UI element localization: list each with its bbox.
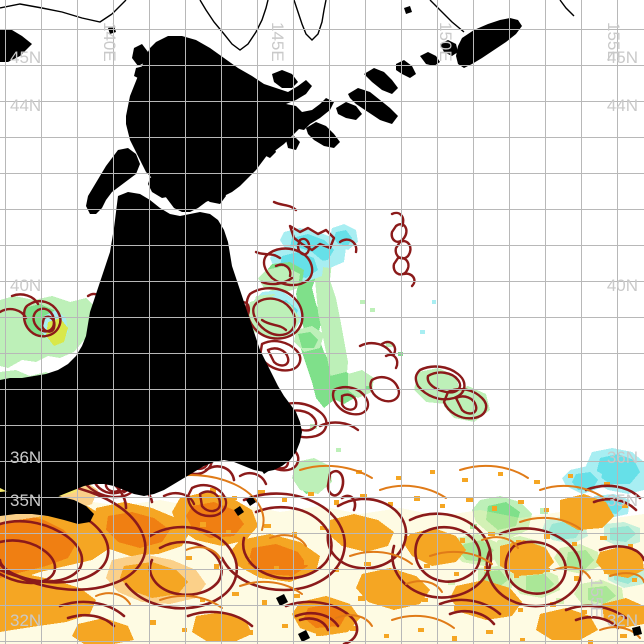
grid-line-horizontal: [0, 65, 644, 66]
grid-line-vertical: [185, 0, 186, 644]
land-paramushir: [456, 18, 522, 68]
land-sado: [86, 326, 102, 346]
land-islet-4: [298, 630, 310, 642]
grid-line-vertical: [401, 0, 402, 644]
grid-line-vertical: [365, 0, 366, 644]
grid-line-vertical: [149, 0, 150, 644]
land-kuril-2: [306, 122, 340, 148]
grid-line-horizontal: [0, 245, 644, 246]
land-islet-3: [240, 424, 250, 434]
land-shiretoko: [272, 70, 298, 88]
land-kii-shikoku: [0, 490, 94, 524]
grid-line-horizontal: [0, 569, 644, 570]
land-hokkaido: [126, 36, 334, 212]
grid-line-horizontal: [0, 101, 644, 102]
grid-line-vertical: [581, 0, 582, 644]
grid-line-horizontal: [0, 641, 644, 642]
land-rishiri: [132, 44, 148, 66]
grid-line-horizontal: [0, 533, 644, 534]
land-kuril-4: [348, 88, 398, 124]
land-kuril-8: [440, 40, 458, 56]
grid-line-vertical: [41, 0, 42, 644]
coastline-outline: [0, 0, 575, 51]
grid-line-horizontal: [0, 497, 644, 498]
land-islet-2: [276, 594, 288, 606]
grid-line-vertical: [5, 0, 6, 644]
land-shimokita: [194, 174, 226, 204]
grid-line-vertical: [437, 0, 438, 644]
grid-line-vertical: [509, 0, 510, 644]
land-islet-7: [234, 506, 244, 516]
grid-line-horizontal: [0, 209, 644, 210]
contours-orange: [95, 464, 644, 639]
grid-line-horizontal: [0, 353, 644, 354]
grid-line-horizontal: [0, 605, 644, 606]
grid-line-vertical: [221, 0, 222, 644]
land-tsugaru-w: [148, 172, 176, 198]
grid-line-horizontal: [0, 461, 644, 462]
land-kuril-5: [364, 68, 398, 94]
land-kuril-3: [336, 102, 362, 120]
grid-line-horizontal: [0, 281, 644, 282]
grid-line-vertical: [293, 0, 294, 644]
grid-line-vertical: [257, 0, 258, 644]
land-honshu: [0, 192, 302, 500]
contours-dark-red: [148, 200, 488, 486]
land-kuril-7: [420, 52, 440, 66]
grid-line-vertical: [473, 0, 474, 644]
grid-line-horizontal: [0, 317, 644, 318]
grid-line-horizontal: [0, 29, 644, 30]
land-islet-5: [632, 626, 642, 636]
grid-line-vertical: [545, 0, 546, 644]
grid-line-vertical: [329, 0, 330, 644]
grid-line-vertical: [113, 0, 114, 644]
grid-line-horizontal: [0, 425, 644, 426]
grid-line-horizontal: [0, 173, 644, 174]
grid-line-vertical: [77, 0, 78, 644]
grid-line-horizontal: [0, 389, 644, 390]
grid-line-vertical: [617, 0, 618, 644]
land-mainland-nw: [0, 30, 32, 62]
land-islet-1: [260, 464, 270, 474]
grid-line-horizontal: [0, 137, 644, 138]
land-speck-2: [404, 6, 412, 14]
land-islet-6: [246, 496, 256, 506]
land-speck-1: [108, 26, 116, 34]
